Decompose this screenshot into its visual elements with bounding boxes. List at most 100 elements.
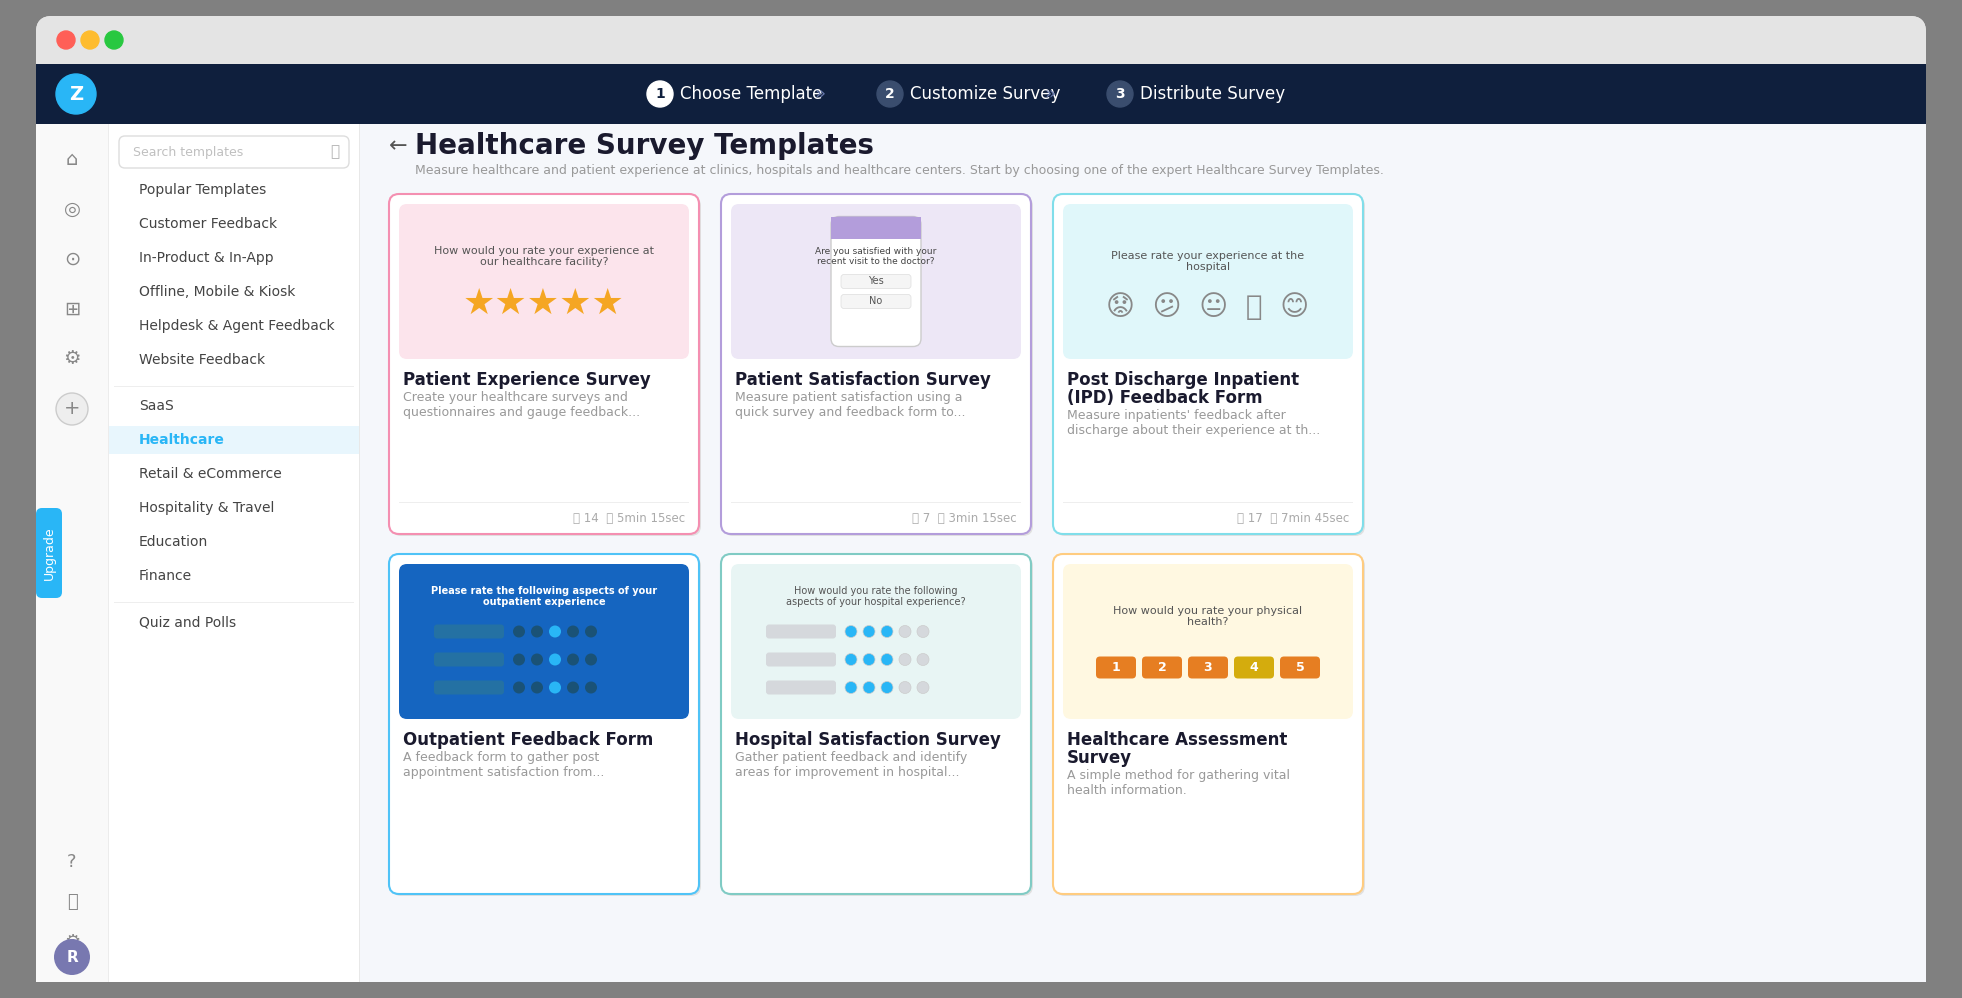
Text: Post Discharge Inpatient: Post Discharge Inpatient [1067,371,1299,389]
Circle shape [899,682,910,694]
FancyBboxPatch shape [35,508,63,598]
Text: Patient Satisfaction Survey: Patient Satisfaction Survey [736,371,991,389]
Text: ⌛ 14  ⏱ 5min 15sec: ⌛ 14 ⏱ 5min 15sec [573,512,685,525]
FancyBboxPatch shape [390,556,700,896]
Text: ←: ← [388,136,408,156]
Text: 🔔: 🔔 [67,893,77,911]
Circle shape [899,654,910,666]
Text: Quiz and Polls: Quiz and Polls [139,615,235,629]
Circle shape [877,81,903,107]
Circle shape [846,654,857,666]
Text: Measure healthcare and patient experience at clinics, hospitals and healthcare c: Measure healthcare and patient experienc… [416,164,1383,177]
Circle shape [846,626,857,638]
FancyBboxPatch shape [1234,657,1273,679]
Text: ⌛ 7  ⏱ 3min 15sec: ⌛ 7 ⏱ 3min 15sec [912,512,1016,525]
FancyBboxPatch shape [1279,657,1320,679]
Circle shape [916,626,928,638]
FancyBboxPatch shape [724,556,1034,896]
FancyBboxPatch shape [388,194,698,534]
Text: Education: Education [139,535,208,549]
FancyBboxPatch shape [765,653,836,667]
FancyBboxPatch shape [765,681,836,695]
Circle shape [567,626,579,638]
Text: Customize Survey: Customize Survey [910,85,1059,103]
FancyBboxPatch shape [842,294,910,308]
Bar [832,217,920,239]
Text: Measure inpatients' feedback after
discharge about their experience at th...: Measure inpatients' feedback after disch… [1067,409,1320,437]
Text: Measure patient satisfaction using a
quick survey and feedback form to...: Measure patient satisfaction using a qui… [736,391,965,419]
Text: Upgrade: Upgrade [43,526,55,580]
Bar [35,124,1927,982]
Text: 4: 4 [1250,661,1258,674]
Text: Patient Experience Survey: Patient Experience Survey [402,371,651,389]
FancyBboxPatch shape [1056,196,1366,536]
Text: Please rate your experience at the
hospital: Please rate your experience at the hospi… [1110,250,1305,272]
Circle shape [916,654,928,666]
Circle shape [57,74,96,114]
Text: A feedback form to gather post
appointment satisfaction from...: A feedback form to gather post appointme… [402,751,604,779]
Text: Choose Template: Choose Template [681,85,822,103]
FancyBboxPatch shape [832,217,920,346]
FancyBboxPatch shape [1142,657,1181,679]
Circle shape [106,31,124,49]
Text: 1: 1 [1112,661,1120,674]
Circle shape [549,626,561,638]
Text: ?: ? [67,853,77,871]
Text: (IPD) Feedback Form: (IPD) Feedback Form [1067,389,1264,407]
Text: Please rate the following aspects of your
outpatient experience: Please rate the following aspects of you… [432,586,657,608]
Circle shape [512,682,526,694]
Circle shape [55,939,90,975]
Text: 1: 1 [655,87,665,101]
Circle shape [532,626,543,638]
Text: ⌕: ⌕ [330,145,339,160]
FancyBboxPatch shape [720,194,1030,534]
Text: ⚙: ⚙ [65,933,80,951]
Circle shape [549,682,561,694]
Bar [110,426,359,454]
Text: Retail & eCommerce: Retail & eCommerce [139,467,283,481]
Text: Outpatient Feedback Form: Outpatient Feedback Form [402,731,653,749]
FancyBboxPatch shape [434,653,504,667]
FancyBboxPatch shape [1189,657,1228,679]
Circle shape [585,654,596,666]
Circle shape [899,626,910,638]
Text: ◎: ◎ [63,200,80,219]
Text: 3: 3 [1205,661,1213,674]
Circle shape [863,682,875,694]
FancyBboxPatch shape [832,217,920,239]
FancyBboxPatch shape [398,564,689,719]
FancyBboxPatch shape [1056,556,1366,896]
FancyBboxPatch shape [390,196,700,536]
Text: Hospitality & Travel: Hospitality & Travel [139,501,275,515]
Circle shape [863,654,875,666]
Circle shape [80,31,98,49]
Text: »: » [814,85,826,103]
Text: Healthcare Survey Templates: Healthcare Survey Templates [416,132,873,160]
Bar [114,386,353,387]
Circle shape [567,654,579,666]
Circle shape [57,31,75,49]
Text: In-Product & In-App: In-Product & In-App [139,251,273,265]
Text: »: » [1044,85,1056,103]
FancyBboxPatch shape [724,196,1034,536]
Text: SaaS: SaaS [139,399,175,413]
Text: 3: 3 [1114,87,1124,101]
Text: Z: Z [69,85,82,104]
Circle shape [585,682,596,694]
FancyBboxPatch shape [1063,204,1354,359]
Text: 5: 5 [1295,661,1305,674]
Text: ⊙: ⊙ [65,250,80,268]
FancyBboxPatch shape [1054,194,1364,534]
FancyBboxPatch shape [765,625,836,639]
FancyBboxPatch shape [732,204,1020,359]
Text: R: R [67,949,78,964]
Text: Website Feedback: Website Feedback [139,353,265,367]
Bar [35,124,108,982]
Circle shape [567,682,579,694]
Circle shape [57,393,88,425]
Circle shape [512,626,526,638]
Text: Healthcare: Healthcare [139,433,226,447]
Text: Create your healthcare surveys and
questionnaires and gauge feedback...: Create your healthcare surveys and quest… [402,391,640,419]
Text: Yes: Yes [867,276,883,286]
Text: Customer Feedback: Customer Feedback [139,217,277,231]
